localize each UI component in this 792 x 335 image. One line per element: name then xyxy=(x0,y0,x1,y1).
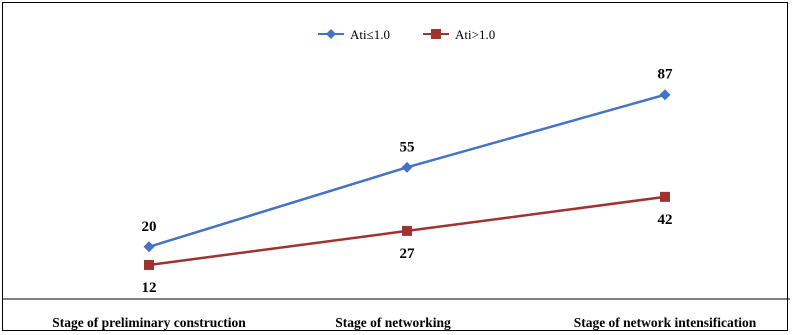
legend: Ati≤1.0 Ati>1.0 xyxy=(318,27,495,42)
x-tick-label: Stage of networking xyxy=(335,315,451,330)
chart-frame xyxy=(2,2,788,331)
data-point xyxy=(402,225,412,236)
data-point xyxy=(143,241,155,253)
legend-label-0: Ati≤1.0 xyxy=(350,27,390,42)
data-label: 20 xyxy=(142,219,157,235)
legend-marker-0 xyxy=(326,29,336,39)
data-label: 27 xyxy=(400,246,416,262)
legend-marker-1 xyxy=(431,29,441,39)
x-tick-label: Stage of preliminary construction xyxy=(52,315,246,330)
x-tick-label: Stage of network intensification xyxy=(574,315,757,330)
legend-label-1: Ati>1.0 xyxy=(455,27,495,42)
series-layer: 20 55 87 12 27 42 xyxy=(142,67,674,296)
data-point xyxy=(401,161,413,173)
data-label: 12 xyxy=(142,280,157,296)
data-point xyxy=(659,89,671,101)
data-point xyxy=(144,259,154,270)
x-tick-labels: Stage of preliminary construction Stage o… xyxy=(52,315,757,330)
data-point xyxy=(660,191,670,202)
data-label: 87 xyxy=(658,67,674,83)
data-label: 55 xyxy=(400,139,415,155)
data-label: 42 xyxy=(658,212,673,228)
